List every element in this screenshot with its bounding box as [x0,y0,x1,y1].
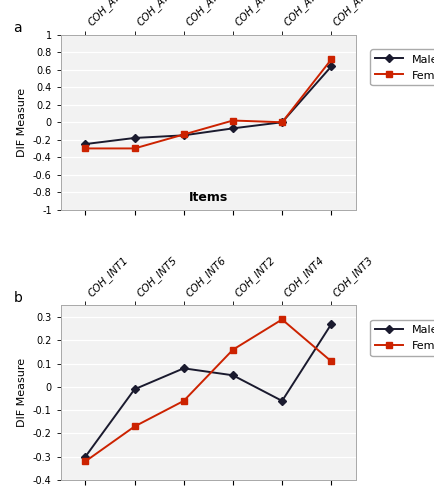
Female [329,56,334,62]
Y-axis label: DIF Measure: DIF Measure [17,358,27,428]
Y-axis label: DIF Measure: DIF Measure [17,88,27,157]
Female [181,398,186,404]
Male [329,64,334,70]
Male [83,141,88,147]
Male [181,132,186,138]
X-axis label: Items: Items [189,191,228,204]
Female [83,458,88,464]
Legend: Male, Female: Male, Female [370,320,434,356]
Male [279,398,285,404]
Text: b: b [13,292,23,306]
Line: Female: Female [82,316,335,464]
Line: Male: Male [82,321,335,460]
Female [181,132,186,138]
Female [132,424,137,430]
Male [83,454,88,460]
Female [329,358,334,364]
Male [181,366,186,372]
Male [132,135,137,141]
Male [329,321,334,327]
Female [132,146,137,152]
Legend: Male, Female: Male, Female [370,50,434,86]
Male [230,126,236,132]
Line: Male: Male [82,64,335,147]
Text: a: a [13,21,22,35]
Male [132,386,137,392]
Female [83,146,88,152]
Female [279,316,285,322]
Male [279,120,285,126]
Line: Female: Female [82,56,335,152]
Female [279,120,285,126]
Female [230,346,236,352]
Female [230,118,236,124]
Male [230,372,236,378]
